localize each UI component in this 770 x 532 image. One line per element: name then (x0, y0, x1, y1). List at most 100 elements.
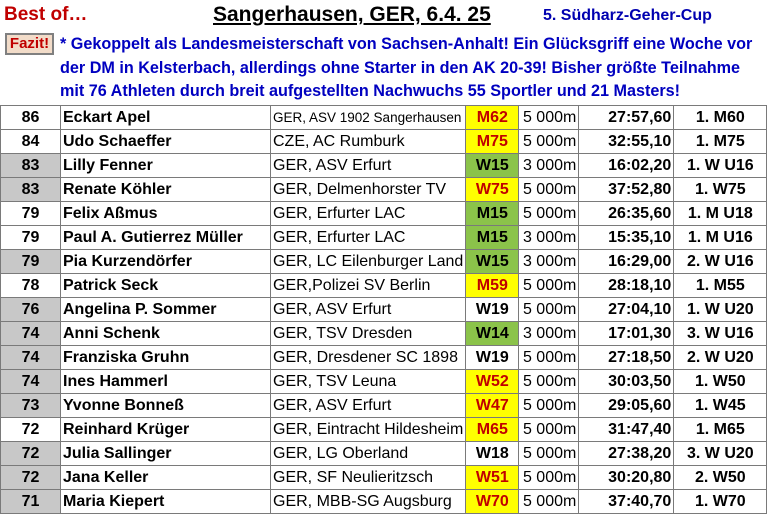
fazit-text: * Gekoppelt als Landesmeisterschaft von … (60, 35, 753, 100)
points-cell: 72 (0, 417, 61, 442)
time-cell: 30:03,50 (578, 369, 675, 394)
table-row: 72 Reinhard Krüger GER, Eintracht Hildeshe… (0, 417, 768, 442)
club-cell: GER, Dresdener SC 1898 (269, 345, 467, 370)
age-class-cell: M59 (465, 273, 520, 298)
distance-cell: 5 000m (518, 201, 580, 226)
time-cell: 27:38,20 (578, 441, 675, 466)
time-cell: 29:05,60 (578, 393, 675, 418)
table-row: 74 Anni Schenk GER, TSV Dresden W14 3 000m 17… (0, 321, 768, 346)
results-table: 86 Eckart Apel GER, ASV 1902 Sangerhausen M… (0, 105, 768, 514)
distance-cell: 5 000m (518, 417, 580, 442)
table-row: 72 Julia Sallinger GER, LG Oberland W18 5 00… (0, 441, 768, 466)
distance-cell: 3 000m (518, 225, 580, 250)
age-class-cell: W15 (465, 153, 520, 178)
points-cell: 72 (0, 441, 61, 466)
points-cell: 79 (0, 225, 61, 250)
time-cell: 32:55,10 (578, 129, 675, 154)
points-cell: 84 (0, 129, 61, 154)
age-class-cell: W70 (465, 489, 520, 514)
table-row: 71 Maria Kiepert GER, MBB-SG Augsburg W70 5 … (0, 489, 768, 514)
table-row: 78 Patrick Seck GER,Polizei SV Berlin M59 5 … (0, 273, 768, 298)
placement-cell: 1. M U16 (673, 225, 768, 250)
club-cell: GER, ASV 1902 Sangerhausen (269, 105, 467, 130)
athlete-name: Yvonne Bonneß (60, 393, 271, 418)
placement-cell: 1. M U18 (673, 201, 768, 226)
time-cell: 26:35,60 (578, 201, 675, 226)
age-class-cell: W51 (465, 465, 520, 490)
club-cell: GER,Polizei SV Berlin (269, 273, 467, 298)
distance-cell: 3 000m (518, 321, 580, 346)
athlete-name: Lilly Fenner (60, 153, 271, 178)
distance-cell: 5 000m (518, 177, 580, 202)
placement-cell: 3. W U20 (673, 441, 768, 466)
placement-cell: 1. W50 (673, 369, 768, 394)
age-class-cell: M65 (465, 417, 520, 442)
age-class-cell: W19 (465, 345, 520, 370)
distance-cell: 5 000m (518, 465, 580, 490)
table-row: 72 Jana Keller GER, SF Neulieritzsch W51 5 0… (0, 465, 768, 490)
club-cell: GER, ASV Erfurt (269, 393, 467, 418)
best-of-label: Best of… (4, 4, 88, 25)
age-class-cell: W19 (465, 297, 520, 322)
time-cell: 37:40,70 (578, 489, 675, 514)
table-row: 73 Yvonne Bonneß GER, ASV Erfurt W47 5 000m 2… (0, 393, 768, 418)
time-cell: 37:52,80 (578, 177, 675, 202)
table-row: 74 Ines Hammerl GER, TSV Leuna W52 5 000m 30:… (0, 369, 768, 394)
athlete-name: Eckart Apel (60, 105, 271, 130)
placement-cell: 1. W U16 (673, 153, 768, 178)
table-row: 74 Franziska Gruhn GER, Dresdener SC 1898 W… (0, 345, 768, 370)
distance-cell: 5 000m (518, 297, 580, 322)
placement-cell: 1. M65 (673, 417, 768, 442)
placement-cell: 2. W50 (673, 465, 768, 490)
age-class-cell: M15 (465, 225, 520, 250)
distance-cell: 5 000m (518, 441, 580, 466)
distance-cell: 5 000m (518, 345, 580, 370)
distance-cell: 5 000m (518, 393, 580, 418)
athlete-name: Udo Schaeffer (60, 129, 271, 154)
cup-name: 5. Südharz-Geher-Cup (543, 7, 712, 24)
header: Best of… Sangerhausen, GER, 6.4. 25 5. S… (0, 0, 770, 32)
time-cell: 28:18,10 (578, 273, 675, 298)
athlete-name: Pia Kurzendörfer (60, 249, 271, 274)
club-cell: GER, ASV Erfurt (269, 297, 467, 322)
athlete-name: Anni Schenk (60, 321, 271, 346)
club-cell: GER, Delmenhorster TV (269, 177, 467, 202)
athlete-name: Felix Aßmus (60, 201, 271, 226)
distance-cell: 5 000m (518, 273, 580, 298)
table-row: 76 Angelina P. Sommer GER, ASV Erfurt W19 5 … (0, 297, 768, 322)
time-cell: 16:29,00 (578, 249, 675, 274)
age-class-cell: W75 (465, 177, 520, 202)
age-class-cell: M62 (465, 105, 520, 130)
points-cell: 76 (0, 297, 61, 322)
points-cell: 83 (0, 153, 61, 178)
club-cell: GER, Erfurter LAC (269, 225, 467, 250)
placement-cell: 3. W U16 (673, 321, 768, 346)
points-cell: 79 (0, 249, 61, 274)
table-row: 79 Pia Kurzendörfer GER, LC Eilenburger La… (0, 249, 768, 274)
age-class-cell: W15 (465, 249, 520, 274)
event-title: Sangerhausen, GER, 6.4. 25 (213, 3, 491, 26)
distance-cell: 5 000m (518, 489, 580, 514)
distance-cell: 5 000m (518, 105, 580, 130)
age-class-cell: W47 (465, 393, 520, 418)
points-cell: 74 (0, 345, 61, 370)
table-row: 86 Eckart Apel GER, ASV 1902 Sangerhausen M… (0, 105, 768, 130)
points-cell: 86 (0, 105, 61, 130)
placement-cell: 1. W70 (673, 489, 768, 514)
club-cell: GER, SF Neulieritzsch (269, 465, 467, 490)
placement-cell: 1. W45 (673, 393, 768, 418)
table-row: 83 Renate Köhler GER, Delmenhorster TV W75 5… (0, 177, 768, 202)
club-cell: GER, LC Eilenburger Land (269, 249, 467, 274)
table-row: 79 Felix Aßmus GER, Erfurter LAC M15 5 000m 2… (0, 201, 768, 226)
club-cell: GER, MBB-SG Augsburg (269, 489, 467, 514)
points-cell: 72 (0, 465, 61, 490)
table-row: 83 Lilly Fenner GER, ASV Erfurt W15 3 000m 16… (0, 153, 768, 178)
placement-cell: 2. W U16 (673, 249, 768, 274)
club-cell: GER, Erfurter LAC (269, 201, 467, 226)
age-class-cell: W14 (465, 321, 520, 346)
time-cell: 27:04,10 (578, 297, 675, 322)
distance-cell: 3 000m (518, 249, 580, 274)
placement-cell: 1. W75 (673, 177, 768, 202)
athlete-name: Julia Sallinger (60, 441, 271, 466)
